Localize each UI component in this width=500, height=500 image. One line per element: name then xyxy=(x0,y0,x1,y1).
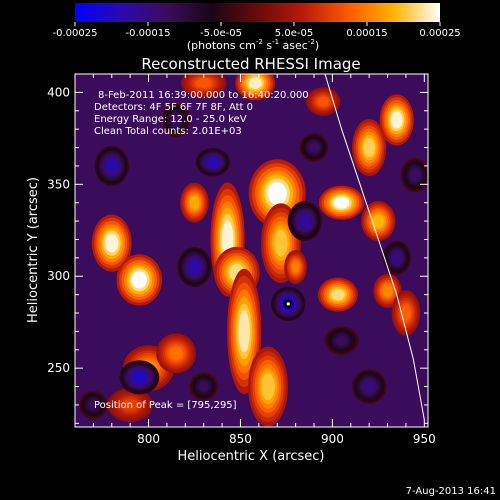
y-tick-label: 300 xyxy=(47,269,70,283)
contour-level xyxy=(335,335,348,346)
contour-level xyxy=(401,305,411,321)
contour-level xyxy=(267,182,287,206)
contour-level xyxy=(261,373,275,400)
contour-level xyxy=(106,159,118,173)
contour-level xyxy=(391,252,402,264)
heatmap-blob xyxy=(180,182,209,223)
heatmap xyxy=(75,74,428,427)
y-tick-label: 400 xyxy=(47,85,70,99)
contour-level xyxy=(171,114,181,126)
y-tick-label: 250 xyxy=(47,361,70,375)
heatmap-blob xyxy=(94,145,129,186)
peak-position-label: Position of Peak = [795,295] xyxy=(94,400,237,411)
heatmap-blob xyxy=(287,201,322,242)
colorbar-tick-label: 5.0e-05 xyxy=(275,28,313,39)
contour-level xyxy=(410,169,420,181)
colorbar-tick-label: -5.0e-05 xyxy=(200,28,242,39)
heatmap-blob xyxy=(91,214,132,272)
heatmap-blob xyxy=(119,360,160,395)
heatmap-blob xyxy=(248,346,288,427)
heatmap-blob xyxy=(317,277,358,312)
heatmap-blob xyxy=(306,87,341,116)
contour-level xyxy=(274,229,288,257)
annotations: 8-Feb-2011 16:39:00.000 to 16:40:20.000 … xyxy=(94,90,309,411)
annotation-clean: Clean Total counts: 2.01E+03 xyxy=(94,126,242,137)
heatmap-blob xyxy=(195,148,230,177)
heatmap-blob xyxy=(352,369,387,404)
heatmap-blob xyxy=(248,159,306,228)
colorbar-tick-label: 0.00025 xyxy=(419,28,460,39)
contour-level xyxy=(131,271,148,289)
contour-level xyxy=(189,195,200,210)
heatmap-blob xyxy=(382,240,411,275)
heatmap-blob xyxy=(79,390,108,420)
contour-level xyxy=(238,310,250,353)
heatmap-blob xyxy=(161,102,191,138)
contour-level xyxy=(188,260,201,274)
heatmap-blob xyxy=(180,74,227,98)
contour-level xyxy=(291,261,300,273)
contour-level xyxy=(363,137,375,158)
colorbar-tick-label: -0.00015 xyxy=(126,28,171,39)
heatmap-blob xyxy=(299,133,329,162)
heatmap-blob xyxy=(400,158,428,193)
contour-level xyxy=(198,381,209,392)
heatmap-blob xyxy=(318,185,365,220)
heatmap-blob xyxy=(189,372,218,401)
contour-level xyxy=(105,233,119,253)
annotation-energy: Energy Range: 12.0 - 25.0 keV xyxy=(94,114,247,125)
colorbar-unit: (photons cm-2 s-1 asec-2) xyxy=(187,38,319,52)
axes: 800 850 900 950 250 300 350 400 xyxy=(47,73,436,446)
heatmap-blob xyxy=(235,74,276,101)
contour-level xyxy=(309,142,319,153)
colorbar-ticks: -0.00025 -0.00015 -5.0e-05 5.0e-05 0.00015 0.… xyxy=(53,22,461,39)
contour-level xyxy=(317,96,329,107)
contour-level xyxy=(207,157,219,168)
heatmap-blob xyxy=(107,387,153,423)
x-tick-label: 900 xyxy=(321,432,344,446)
heatmap-blob xyxy=(352,119,387,177)
y-tick-label: 350 xyxy=(47,177,70,191)
colorbar xyxy=(75,3,440,22)
contour-level xyxy=(88,400,99,410)
timestamp: 7-Aug-2013 16:41 xyxy=(406,486,496,497)
contour-level xyxy=(382,285,393,297)
annotation-time: 8-Feb-2011 16:39:00.000 to 16:40:20.000 xyxy=(98,90,309,101)
heatmap-blob xyxy=(324,326,359,355)
x-tick-label: 950 xyxy=(413,432,436,446)
colorbar-tick-label: -0.00025 xyxy=(53,28,98,39)
contour-level xyxy=(331,288,345,301)
contour-level xyxy=(248,77,262,89)
peak-marker-dot xyxy=(286,302,290,306)
annotation-detectors: Detectors: 4F 5F 6F 7F 8F, Att 0 xyxy=(94,102,253,113)
heatmap-blob xyxy=(284,249,308,285)
contour-level xyxy=(333,196,350,209)
chart-title: Reconstructed RHESSI Image xyxy=(141,55,360,73)
contour-level xyxy=(169,346,183,361)
contour-level xyxy=(372,214,385,228)
contour-level xyxy=(196,78,212,88)
heatmap-blob xyxy=(361,201,396,242)
contour-level xyxy=(122,399,138,411)
heatmap-blob xyxy=(227,268,262,395)
contour-level xyxy=(390,111,403,129)
contour-level xyxy=(132,371,147,384)
heatmap-blob xyxy=(116,254,163,306)
x-tick-label: 800 xyxy=(137,432,160,446)
colorbar-tick-label: 0.00015 xyxy=(346,28,387,39)
heatmap-blob xyxy=(156,333,197,374)
x-axis-label: Heliocentric X (arcsec) xyxy=(178,449,325,464)
solar-limb-line xyxy=(324,74,425,420)
contour-level xyxy=(363,380,375,393)
heatmap-blob xyxy=(177,247,212,287)
plot-frame xyxy=(74,73,429,428)
x-tick-label: 850 xyxy=(229,432,252,446)
y-axis-label: Heliocentric Y (arcsec) xyxy=(26,177,41,323)
heatmap-blob xyxy=(379,94,414,146)
contour-level xyxy=(299,214,311,228)
